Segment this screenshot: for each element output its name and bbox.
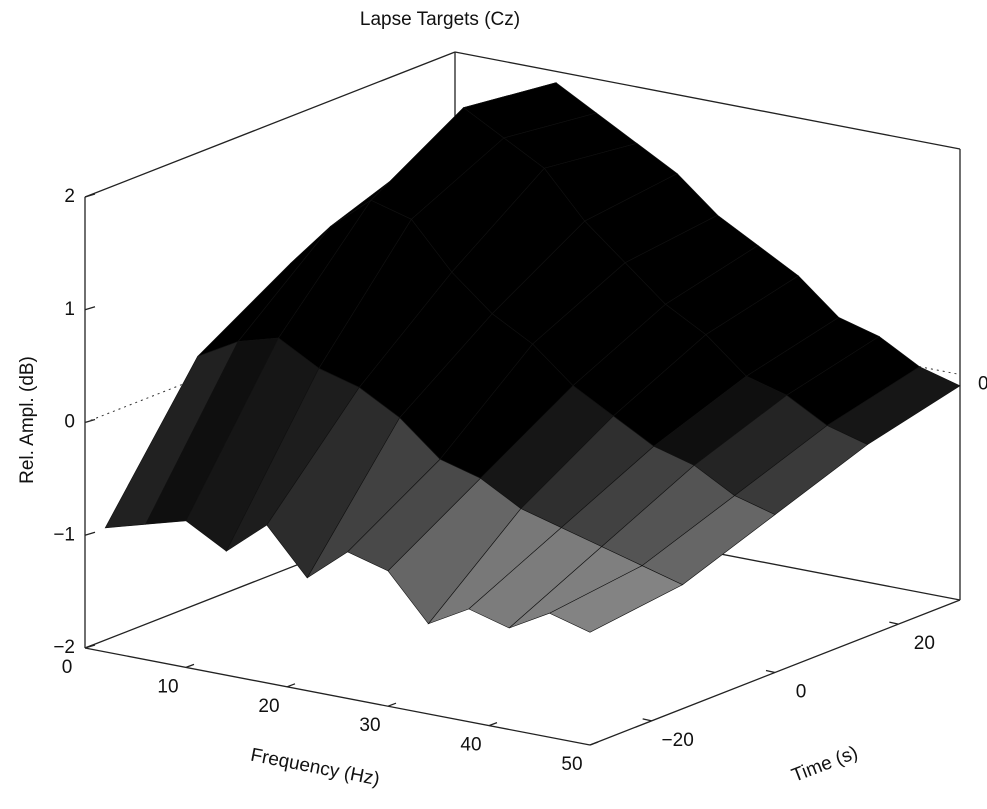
z-tick-label: 0 xyxy=(64,412,75,433)
z-tick xyxy=(84,193,96,198)
y-tick xyxy=(889,621,899,625)
z-tick xyxy=(84,306,96,311)
z2-tick-label: 0 xyxy=(978,374,987,395)
x-tick xyxy=(286,683,296,688)
y-tick-label: 20 xyxy=(914,633,935,654)
x-tick-label: 20 xyxy=(258,696,279,717)
y-tick xyxy=(765,669,776,674)
x-tick-label: 30 xyxy=(359,715,380,736)
z-axis-label: Rel. Ampl. (dB) xyxy=(17,356,38,484)
x-tick-label: 50 xyxy=(561,754,582,775)
surface-patch xyxy=(548,565,684,633)
x-tick xyxy=(84,644,94,649)
z-tick-label: 1 xyxy=(64,299,75,320)
y-axis-label: Time (s) xyxy=(789,742,861,786)
z-tick xyxy=(84,531,96,536)
axis-line xyxy=(84,647,591,746)
box-edge xyxy=(454,51,961,150)
y-tick-label: 0 xyxy=(796,682,807,703)
x-tick-label: 0 xyxy=(62,657,73,678)
x-tick xyxy=(589,741,599,746)
y-tick xyxy=(642,718,652,722)
x-tick xyxy=(488,721,498,727)
x-tick xyxy=(387,702,397,707)
x-tick-label: 40 xyxy=(460,735,481,756)
x-tick xyxy=(185,663,195,669)
y-tick-label: −20 xyxy=(662,730,694,751)
box-edge xyxy=(84,51,456,198)
z-tick-label: −1 xyxy=(53,524,75,545)
x-tick-label: 10 xyxy=(157,676,178,697)
z-tick-label: 2 xyxy=(64,186,75,207)
z-tick-label: −2 xyxy=(53,637,75,658)
chart-title: Lapse Targets (Cz) xyxy=(360,9,520,30)
x-axis-label: Frequency (Hz) xyxy=(249,745,382,791)
